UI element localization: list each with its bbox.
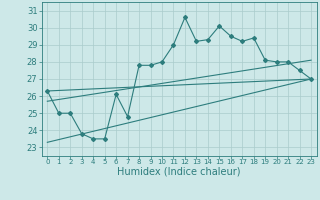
X-axis label: Humidex (Indice chaleur): Humidex (Indice chaleur) bbox=[117, 167, 241, 177]
